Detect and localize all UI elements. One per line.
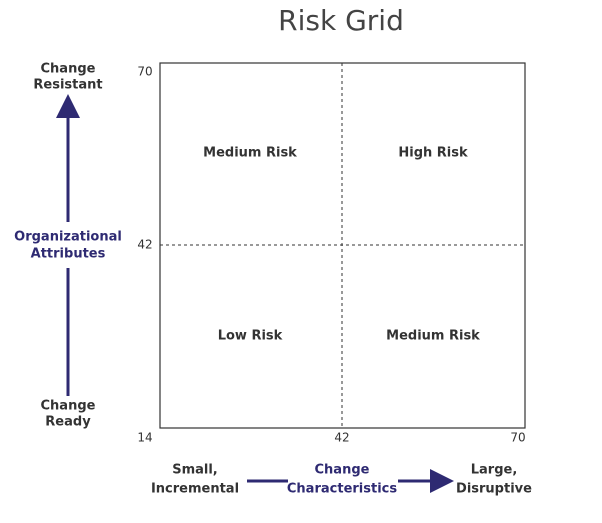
x-axis-left: Small, — [172, 463, 218, 478]
x-axis-label: Characteristics — [287, 482, 397, 497]
x-axis-right: Large, — [471, 463, 518, 478]
y-axis-bottom: Ready — [45, 415, 91, 430]
x-axis-label: Change — [315, 463, 370, 478]
y-tick-label: 70 — [137, 65, 152, 79]
title: Risk Grid — [278, 4, 404, 37]
quadrant-label: Medium Risk — [203, 146, 297, 161]
y-axis-label: Organizational — [14, 230, 122, 245]
x-axis-right: Disruptive — [456, 482, 532, 497]
x-tick-label: 42 — [334, 431, 349, 445]
quadrant-label: Low Risk — [218, 329, 283, 344]
y-axis-top: Change — [41, 62, 96, 77]
x-tick-label: 70 — [510, 431, 525, 445]
y-axis-top: Resistant — [33, 78, 102, 93]
y-axis-bottom: Change — [41, 399, 96, 414]
quadrant-label: High Risk — [398, 146, 468, 161]
quadrant-label: Medium Risk — [386, 329, 480, 344]
x-axis-left: Incremental — [151, 482, 239, 497]
y-axis-label: Attributes — [31, 247, 106, 262]
origin-tick-label: 14 — [137, 431, 152, 445]
y-tick-label: 42 — [137, 238, 152, 252]
